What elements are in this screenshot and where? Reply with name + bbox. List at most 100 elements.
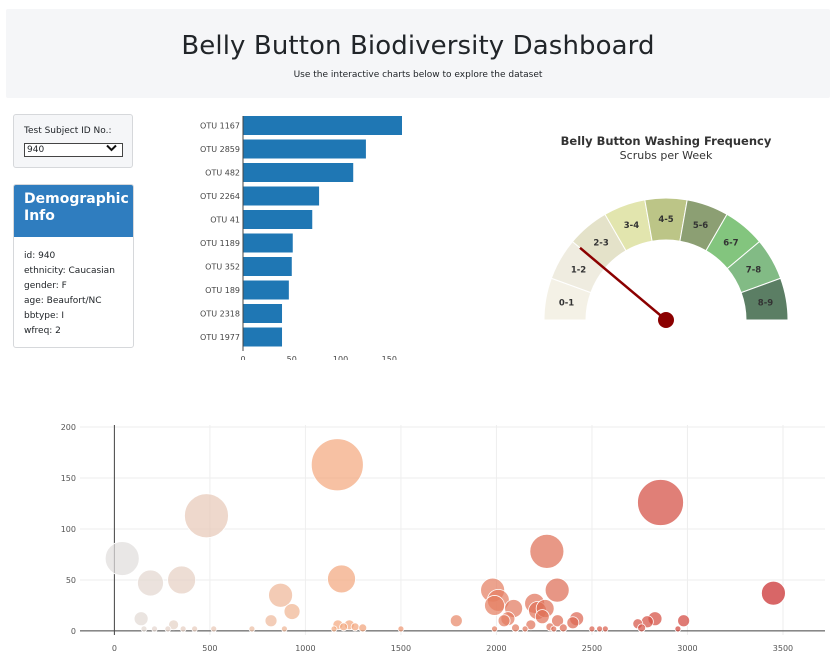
bar-category-label: OTU 41 [210,216,240,225]
bar-category-label: OTU 482 [205,169,240,178]
bubble-point [310,438,364,492]
bubble-point [151,625,158,633]
bubble-x-tick-label: 2500 [582,644,602,653]
bar [243,186,320,206]
bubble-point [137,569,164,597]
demographic-bbtype: bbtype: I [24,311,65,321]
bubble-point [550,625,558,633]
bar-x-tick-label: 0 [240,355,245,360]
subject-id-value: 940 [27,145,45,155]
gauge-segment-label: 0-1 [559,298,574,308]
bar-x-tick-label: 50 [287,355,297,360]
bubble-point [761,580,786,606]
gauge-segment-label: 5-6 [693,221,708,231]
bar-x-tick-label: 150 [382,355,397,360]
bar [243,116,402,135]
demographic-id: id: 940 [24,251,56,261]
bubble-point [637,479,684,526]
gauge-subtitle: Scrubs per Week [620,149,713,162]
bubble-point [268,582,293,608]
bubble-point [511,623,520,633]
gauge-title: Belly Button Washing Frequency [561,134,772,148]
bubble-point [339,622,349,632]
bubble-point [191,625,199,633]
bar [243,280,289,300]
bar [243,257,292,276]
gauge-segment-label: 3-4 [624,221,639,231]
otu-bubble-chart: 0 500 1000 1500 2000 2500 3000 3500 0 50 100 150 200 [61,423,825,653]
demographic-gender: gender: F [24,281,67,291]
bubble-point [280,625,288,633]
bubble-point [184,493,229,539]
bubble-point [544,577,570,603]
demographic-info-body: id: 940 ethnicity: Caucasian gender: F a… [14,237,133,347]
gauge-segment-label: 2-3 [593,239,608,249]
gauge-segment-label: 4-5 [658,215,673,225]
bubble-point [674,625,682,633]
bubble-x-tick-label: 0 [112,644,117,653]
subject-selector-label: Test Subject ID No.: [24,126,112,136]
bubble-point [210,625,218,633]
bubble-point [497,614,511,628]
bubble-point [104,541,140,576]
bubble-point [327,564,356,594]
bar-category-label: OTU 189 [205,286,240,295]
bubble-point [167,565,197,595]
bubble-point [397,625,405,633]
page-subtitle: Use the interactive charts below to expl… [293,70,543,80]
bar [243,233,293,253]
bubble-point [677,614,691,628]
bubble-y-tick-label: 150 [61,474,76,483]
demographic-info-card: Demographic Info id: 940 ethnicity: Cauc… [13,184,134,348]
bubble-point [283,603,301,620]
bar [243,304,283,323]
demographic-info-title: Demographic Info [14,185,133,237]
top-otu-bar-chart: OTU 1167 OTU 2859 OTU 482 OTU 2264 OTU 41 OTU… [200,116,402,360]
bubble-x-tick-label: 1000 [295,644,315,653]
bubble-y-tick-label: 200 [61,423,76,432]
bar-category-label: OTU 2859 [200,145,240,154]
bubble-point [350,622,360,632]
bubble-point [140,625,148,633]
bubble-point [596,625,603,633]
bubble-point [358,623,368,633]
bubble-point [637,623,647,633]
chevron-down-icon [106,144,117,156]
subject-id-select[interactable]: 940 [24,143,123,157]
page-title: Belly Button Biodiversity Dashboard [181,31,655,61]
gauge-segment [740,277,789,321]
bubble-point [558,623,568,633]
bar-category-label: OTU 1977 [200,333,240,342]
bubble-y-tick-label: 100 [61,525,76,534]
gauge-needle-hub [658,312,674,328]
bubble-x-tick-label: 3000 [677,644,697,653]
bubble-point [566,616,580,630]
bubble-point [521,625,529,633]
bubble-point [534,609,550,625]
bubble-point [529,534,565,569]
bar [243,139,366,159]
bubble-x-tick-label: 500 [202,644,217,653]
bubble-point [551,614,564,628]
gauge-segment-label: 6-7 [723,239,738,249]
bar [243,163,354,182]
bubble-point [491,625,498,633]
bar-category-label: OTU 352 [205,263,240,272]
gauge-segment-label: 1-2 [571,266,586,276]
bubble-y-tick-label: 0 [71,627,76,636]
demographic-wfreq: wfreq: 2 [24,326,61,336]
bubble-y-tick-label: 50 [66,576,76,585]
bar [243,327,283,347]
bubble-point [525,619,537,631]
header-jumbotron: Belly Button Biodiversity Dashboard Use … [6,9,830,98]
bubble-point [330,625,338,633]
bubble-point [168,619,180,631]
bubble-point [164,625,172,633]
bubble-point [449,614,463,628]
bubble-x-tick-label: 1500 [391,644,411,653]
bubble-point [601,625,609,633]
demographic-age: age: Beaufort/NC [24,296,102,306]
bar-category-label: OTU 1167 [200,122,240,131]
bubble-point [484,595,505,616]
bar-category-label: OTU 1189 [200,239,240,248]
